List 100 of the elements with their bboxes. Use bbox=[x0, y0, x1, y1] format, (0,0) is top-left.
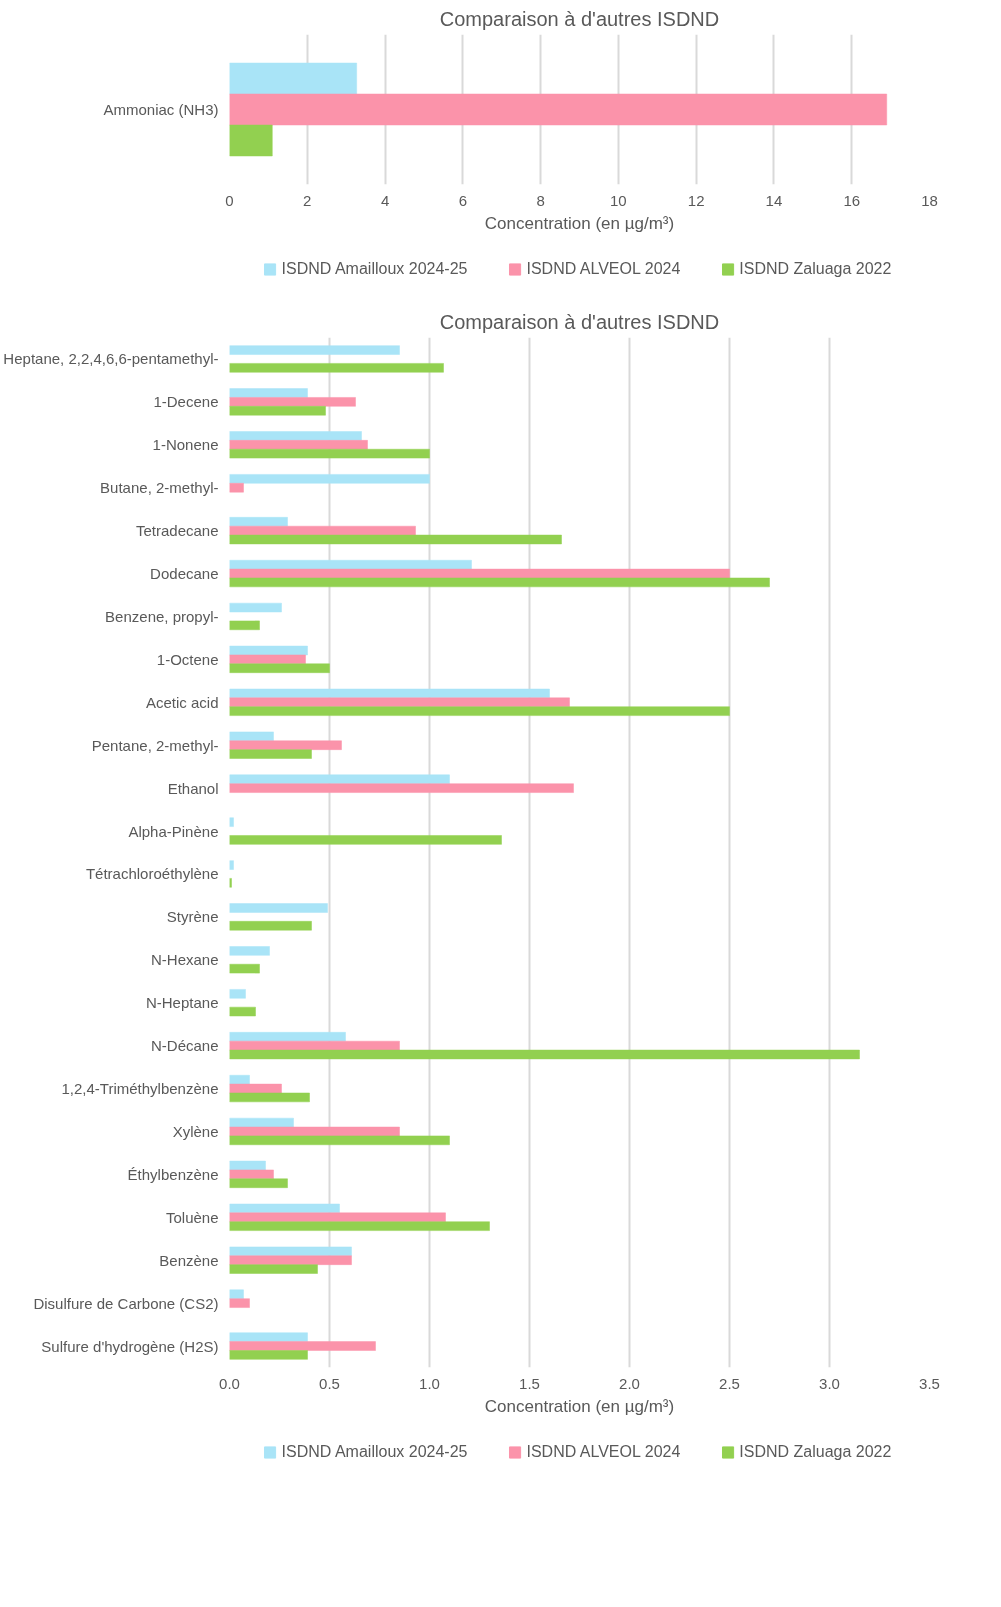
bar bbox=[229, 740, 342, 750]
y-tick-label: Tetradecane bbox=[135, 522, 219, 540]
bar bbox=[229, 1083, 282, 1094]
bar bbox=[229, 749, 312, 759]
bar bbox=[229, 1169, 274, 1180]
bar bbox=[229, 654, 306, 665]
bar bbox=[229, 1135, 450, 1146]
x-tick-label: 8 bbox=[536, 191, 545, 209]
x-tick-label: 2.0 bbox=[619, 1374, 640, 1392]
y-tick-label: Éthylbenzène bbox=[127, 1165, 219, 1183]
y-tick-label: Dodecane bbox=[150, 565, 219, 583]
bar bbox=[229, 663, 330, 673]
x-tick-label: 14 bbox=[765, 191, 783, 209]
bar bbox=[229, 783, 574, 793]
bar bbox=[229, 1092, 310, 1103]
chart-title: Comparaison à d'autres ISDND bbox=[439, 310, 720, 333]
bar bbox=[229, 577, 770, 588]
y-tick-label: Disulfure de Carbone (CS2) bbox=[33, 1294, 219, 1312]
bar bbox=[229, 431, 362, 441]
y-tick-label: N-Heptane bbox=[145, 994, 219, 1012]
bar bbox=[229, 774, 450, 784]
bar bbox=[229, 1350, 308, 1360]
bar bbox=[229, 1264, 318, 1274]
legend-label: ISDND Zaluaga 2022 bbox=[739, 260, 892, 278]
y-tick-label: Toluène bbox=[165, 1208, 219, 1226]
bar bbox=[229, 1203, 340, 1214]
legend-label: ISDND Zaluaga 2022 bbox=[739, 1443, 892, 1461]
y-tick-label: Benzene, propyl- bbox=[105, 607, 219, 625]
bar bbox=[229, 517, 288, 527]
x-axis-title: Concentration (en µg/m³) bbox=[484, 213, 675, 233]
bar bbox=[229, 124, 273, 157]
bar bbox=[229, 817, 234, 827]
bar bbox=[229, 1032, 346, 1042]
y-tick-label: Heptane, 2,2,4,6,6-pentamethyl- bbox=[3, 350, 219, 368]
bar bbox=[229, 688, 550, 699]
bar bbox=[229, 534, 562, 545]
x-tick-label: 2.5 bbox=[719, 1374, 740, 1392]
bar bbox=[229, 1255, 352, 1265]
bar bbox=[229, 878, 232, 888]
x-tick-label: 16 bbox=[843, 191, 861, 209]
x-tick-label: 1.5 bbox=[519, 1374, 540, 1392]
bar bbox=[229, 363, 444, 373]
bar bbox=[229, 921, 312, 931]
y-tick-label: Alpha-Pinène bbox=[128, 822, 219, 840]
bar bbox=[229, 620, 260, 631]
x-tick-label: 1.0 bbox=[419, 1374, 440, 1392]
bar bbox=[229, 62, 357, 95]
bar bbox=[229, 345, 400, 355]
bar bbox=[229, 483, 244, 493]
bar bbox=[229, 474, 430, 484]
bar bbox=[229, 1341, 376, 1351]
bar bbox=[229, 1126, 400, 1137]
bar bbox=[229, 568, 730, 579]
bar bbox=[229, 1160, 266, 1171]
y-tick-label: 1,2,4-Triméthylbenzène bbox=[61, 1080, 219, 1098]
chart-title: Comparaison à d'autres ISDND bbox=[439, 7, 720, 30]
bar bbox=[229, 835, 502, 845]
y-tick-label: Pentane, 2-methyl- bbox=[91, 736, 219, 754]
x-tick-label: 12 bbox=[687, 191, 705, 209]
x-axis-title: Concentration (en µg/m³) bbox=[484, 1396, 675, 1416]
y-tick-label: Ethanol bbox=[167, 779, 219, 797]
bar bbox=[229, 388, 308, 398]
bar bbox=[229, 1246, 352, 1257]
y-tick-label: Butane, 2-methyl- bbox=[100, 479, 219, 497]
y-tick-label: N-Hexane bbox=[150, 951, 219, 969]
bar bbox=[229, 1289, 244, 1299]
y-tick-label: Benzène bbox=[159, 1251, 219, 1269]
bar bbox=[229, 706, 730, 716]
y-tick-label: Sulfure d'hydrogène (H2S) bbox=[41, 1337, 219, 1355]
legend-label: ISDND Amailloux 2024-25 bbox=[281, 1443, 468, 1461]
y-tick-label: Acetic acid bbox=[145, 693, 219, 711]
bar bbox=[229, 440, 368, 450]
bar bbox=[229, 602, 282, 613]
bar bbox=[229, 989, 246, 999]
bar bbox=[229, 93, 887, 126]
x-tick-label: 18 bbox=[921, 191, 938, 209]
x-tick-label: 3.5 bbox=[919, 1374, 940, 1392]
bar bbox=[229, 1006, 256, 1017]
y-tick-label: Xylène bbox=[172, 1122, 219, 1140]
bar bbox=[229, 903, 328, 913]
bar bbox=[229, 963, 260, 974]
x-tick-label: 0.5 bbox=[319, 1374, 340, 1392]
y-tick-label: Styrène bbox=[166, 908, 219, 926]
bar bbox=[229, 1212, 446, 1222]
bar bbox=[229, 731, 274, 742]
x-tick-label: 3.0 bbox=[819, 1374, 840, 1392]
x-tick-label: 10 bbox=[610, 191, 627, 209]
bar bbox=[229, 1221, 490, 1231]
bar bbox=[229, 1178, 288, 1188]
x-tick-label: 4 bbox=[380, 191, 390, 209]
y-tick-label: 1-Octene bbox=[156, 650, 219, 668]
bar bbox=[229, 645, 308, 656]
bar bbox=[229, 448, 430, 459]
bar bbox=[229, 1332, 308, 1342]
y-tick-label: N-Décane bbox=[150, 1037, 219, 1055]
x-tick-label: 2 bbox=[303, 191, 312, 209]
x-tick-label: 6 bbox=[458, 191, 468, 209]
legend-label: ISDND Amailloux 2024-25 bbox=[281, 260, 468, 278]
bar bbox=[229, 946, 270, 956]
bar bbox=[229, 860, 234, 870]
